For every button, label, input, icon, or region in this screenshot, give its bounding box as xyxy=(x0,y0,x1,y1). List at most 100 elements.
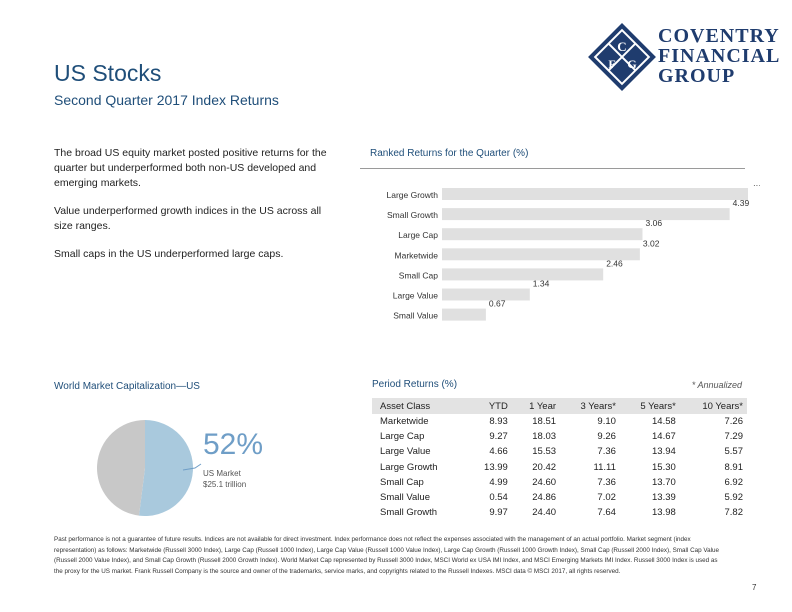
table-cell: Small Growth xyxy=(380,507,438,519)
cfg-monogram-icon: C F G xyxy=(588,23,656,91)
table-cell: 0.54 xyxy=(489,492,508,504)
disclosure-footnote: Past performance is not a guarantee of f… xyxy=(54,536,720,575)
period-returns-title: Period Returns (%) xyxy=(372,379,458,390)
commentary-paragraph-3: Small caps in the US underperformed larg… xyxy=(54,248,284,260)
us-market-label: US Market $25.1 trillion xyxy=(203,468,246,490)
bar-value-label: 0.67 xyxy=(489,299,506,309)
bar xyxy=(442,228,643,241)
table-cell: 13.98 xyxy=(652,507,676,519)
logo-line-3: GROUP xyxy=(658,65,736,87)
ranked-returns-title: Ranked Returns for the Quarter (%) xyxy=(370,148,529,159)
table-cell: 11.11 xyxy=(593,461,616,473)
table-cell: 18.03 xyxy=(532,431,557,443)
table-header-row: Asset Class YTD 1 Year 3 Years* 5 Years* 10 Y… xyxy=(372,398,747,414)
table-cell: 5.57 xyxy=(724,446,744,458)
table-cell: 13.39 xyxy=(652,492,676,504)
company-wordmark: COVENTRY FINANCIAL GROUP xyxy=(658,26,780,86)
svg-text:C: C xyxy=(617,39,626,54)
column-header: 1 Year xyxy=(511,398,561,414)
logo-line-2: FINANCIAL xyxy=(658,45,781,67)
bar-category-label: Small Growth xyxy=(387,210,438,220)
ranked-returns-chart: Large Growth 4.67 Small Growth 4.39 Large Ca… xyxy=(387,185,760,321)
bar xyxy=(442,308,486,321)
table-row: Large Cap 9.27 18.03 9.26 14.67 7.29 xyxy=(372,429,747,444)
bar-category-label: Large Value xyxy=(393,291,438,301)
table-cell: Small Value xyxy=(380,492,430,504)
bar-category-label: Small Value xyxy=(393,311,438,321)
column-header: YTD xyxy=(467,398,512,414)
column-header: 3 Years* xyxy=(560,398,620,414)
page-number: 7 xyxy=(752,583,757,592)
table-cell: 9.97 xyxy=(489,507,508,519)
table-cell: 7.29 xyxy=(724,431,744,443)
bar-category-label: Small Cap xyxy=(399,270,438,280)
table-row: Marketwide 8.93 18.51 9.10 14.58 7.26 xyxy=(372,414,747,429)
column-header: 5 Years* xyxy=(619,398,680,414)
table-cell: 24.86 xyxy=(532,492,557,504)
table-cell: 7.02 xyxy=(597,492,616,504)
table-cell: 7.36 xyxy=(597,446,616,458)
pie-leader-line xyxy=(182,463,202,471)
bar xyxy=(442,208,730,221)
table-cell: 8.93 xyxy=(489,416,508,428)
table-row: Large Growth 13.99 20.42 11.11 15.30 8.91 xyxy=(372,460,747,475)
table-cell: 7.36 xyxy=(597,476,616,488)
column-header: 10 Years* xyxy=(679,398,747,414)
table-cell: 4.99 xyxy=(489,476,508,488)
commentary-paragraph-1: The broad US equity market posted positi… xyxy=(54,147,327,189)
table-cell: Large Cap xyxy=(380,431,425,443)
table-cell: 14.58 xyxy=(652,416,676,428)
table-cell: 7.82 xyxy=(724,507,744,519)
page-title: US Stocks xyxy=(54,60,162,86)
table-cell: 20.42 xyxy=(532,461,557,473)
table-cell: 15.30 xyxy=(652,461,676,473)
bar xyxy=(442,188,748,200)
bar-category-label: Marketwide xyxy=(395,250,439,260)
table-row: Small Value 0.54 24.86 7.02 13.39 5.92 xyxy=(372,490,747,505)
table-cell: 24.40 xyxy=(532,507,557,519)
table-cell: 13.70 xyxy=(652,476,676,488)
bar-category-label: Large Cap xyxy=(398,230,438,240)
table-cell: 18.51 xyxy=(532,416,557,428)
table-cell: 5.92 xyxy=(724,492,744,504)
table-cell: 13.94 xyxy=(652,446,676,458)
table-cell: Marketwide xyxy=(380,416,429,428)
table-cell: 7.64 xyxy=(597,507,616,519)
svg-text:G: G xyxy=(627,57,636,71)
bar-value-label: 4.39 xyxy=(733,198,750,208)
table-cell: 6.92 xyxy=(724,476,744,488)
table-row: Small Cap 4.99 24.60 7.36 13.70 6.92 xyxy=(372,475,747,490)
us-market-label-line-2: $25.1 trillion xyxy=(203,480,247,489)
table-row: Large Value 4.66 15.53 7.36 13.94 5.57 xyxy=(372,444,747,459)
table-row: Small Growth 9.97 24.40 7.64 13.98 7.82 xyxy=(372,505,747,520)
world-market-cap-pie xyxy=(96,420,202,516)
pie-slice xyxy=(138,420,193,516)
table-cell: 4.66 xyxy=(489,446,508,458)
table-cell: 9.10 xyxy=(597,416,616,428)
ranked-returns-divider xyxy=(360,168,745,169)
table-cell: Small Cap xyxy=(380,476,424,488)
us-market-percent: 52% xyxy=(203,428,264,461)
period-returns-table: Asset Class YTD 1 Year 3 Years* 5 Years* 10 Y… xyxy=(372,398,747,520)
bar xyxy=(442,268,604,281)
pie-slice xyxy=(96,420,145,516)
annualized-note: * Annualized xyxy=(691,380,742,390)
us-market-label-line-1: US Market xyxy=(203,469,241,478)
column-header: Asset Class xyxy=(372,398,468,414)
bar-value-label: 2.46 xyxy=(606,258,623,268)
bar-value-label: 3.02 xyxy=(643,238,660,248)
bar-value-label: 3.06 xyxy=(646,218,663,228)
table-cell: 8.91 xyxy=(724,461,744,473)
table-cell: 9.26 xyxy=(597,431,616,443)
bar-value-label: 1.34 xyxy=(533,279,550,289)
bar-category-label: Large Growth xyxy=(387,190,439,200)
bar xyxy=(442,248,640,261)
table-cell: Large Value xyxy=(380,446,431,458)
commentary-paragraph-2: Value underperformed growth indices in t… xyxy=(54,205,322,232)
bar xyxy=(442,288,530,301)
table-cell: Large Growth xyxy=(380,461,438,473)
table-cell: 24.60 xyxy=(532,476,557,488)
table-cell: 7.26 xyxy=(724,416,744,428)
bar-value-label: 4.67 xyxy=(751,185,760,188)
company-logo: C F G xyxy=(586,20,786,95)
